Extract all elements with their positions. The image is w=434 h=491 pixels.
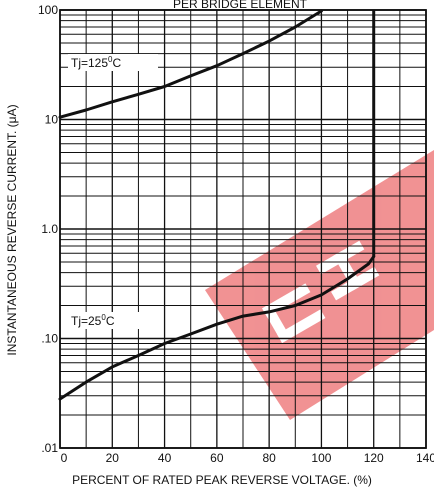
series-line-tj25 (58, 255, 376, 401)
curves: Tj=1250C Tj=250C (58, 9, 376, 401)
x-tick-label: 100 (311, 451, 331, 465)
series-line-tj125 (58, 9, 323, 119)
y-tick-label: 1.0 (41, 222, 58, 236)
plot-frame (59, 9, 427, 449)
ticks: 0 20 40 60 80 100 120 140 100 10 1.0 .10 .01 (38, 3, 434, 465)
y-tick-label: 100 (38, 3, 58, 17)
series-label-box (68, 312, 152, 329)
chart-title: PER BRIDGE ELEMENT (173, 0, 308, 11)
y-axis-label: INSTANTANEOUS REVERSE CURRENT. (μA) (5, 104, 19, 355)
x-tick-label: 20 (106, 451, 120, 465)
x-axis-label: PERCENT OF RATED PEAK REVERSE VOLTAGE. (… (72, 473, 372, 487)
x-tick-label: 0 (61, 451, 68, 465)
x-tick-label: 60 (210, 451, 224, 465)
x-tick-label: 80 (262, 451, 276, 465)
series-label-tj125: Tj=1250C (71, 55, 121, 70)
watermark-logo (205, 150, 434, 420)
series-label-box (68, 54, 158, 71)
x-tick-label: 140 (416, 451, 434, 465)
series-label-tj25: Tj=250C (71, 313, 115, 328)
grid (59, 9, 427, 449)
y-tick-label: 10 (45, 113, 59, 127)
y-tick-label: .10 (41, 332, 58, 346)
x-tick-label: 40 (158, 451, 172, 465)
y-tick-label: .01 (41, 441, 58, 455)
x-tick-label: 120 (364, 451, 384, 465)
